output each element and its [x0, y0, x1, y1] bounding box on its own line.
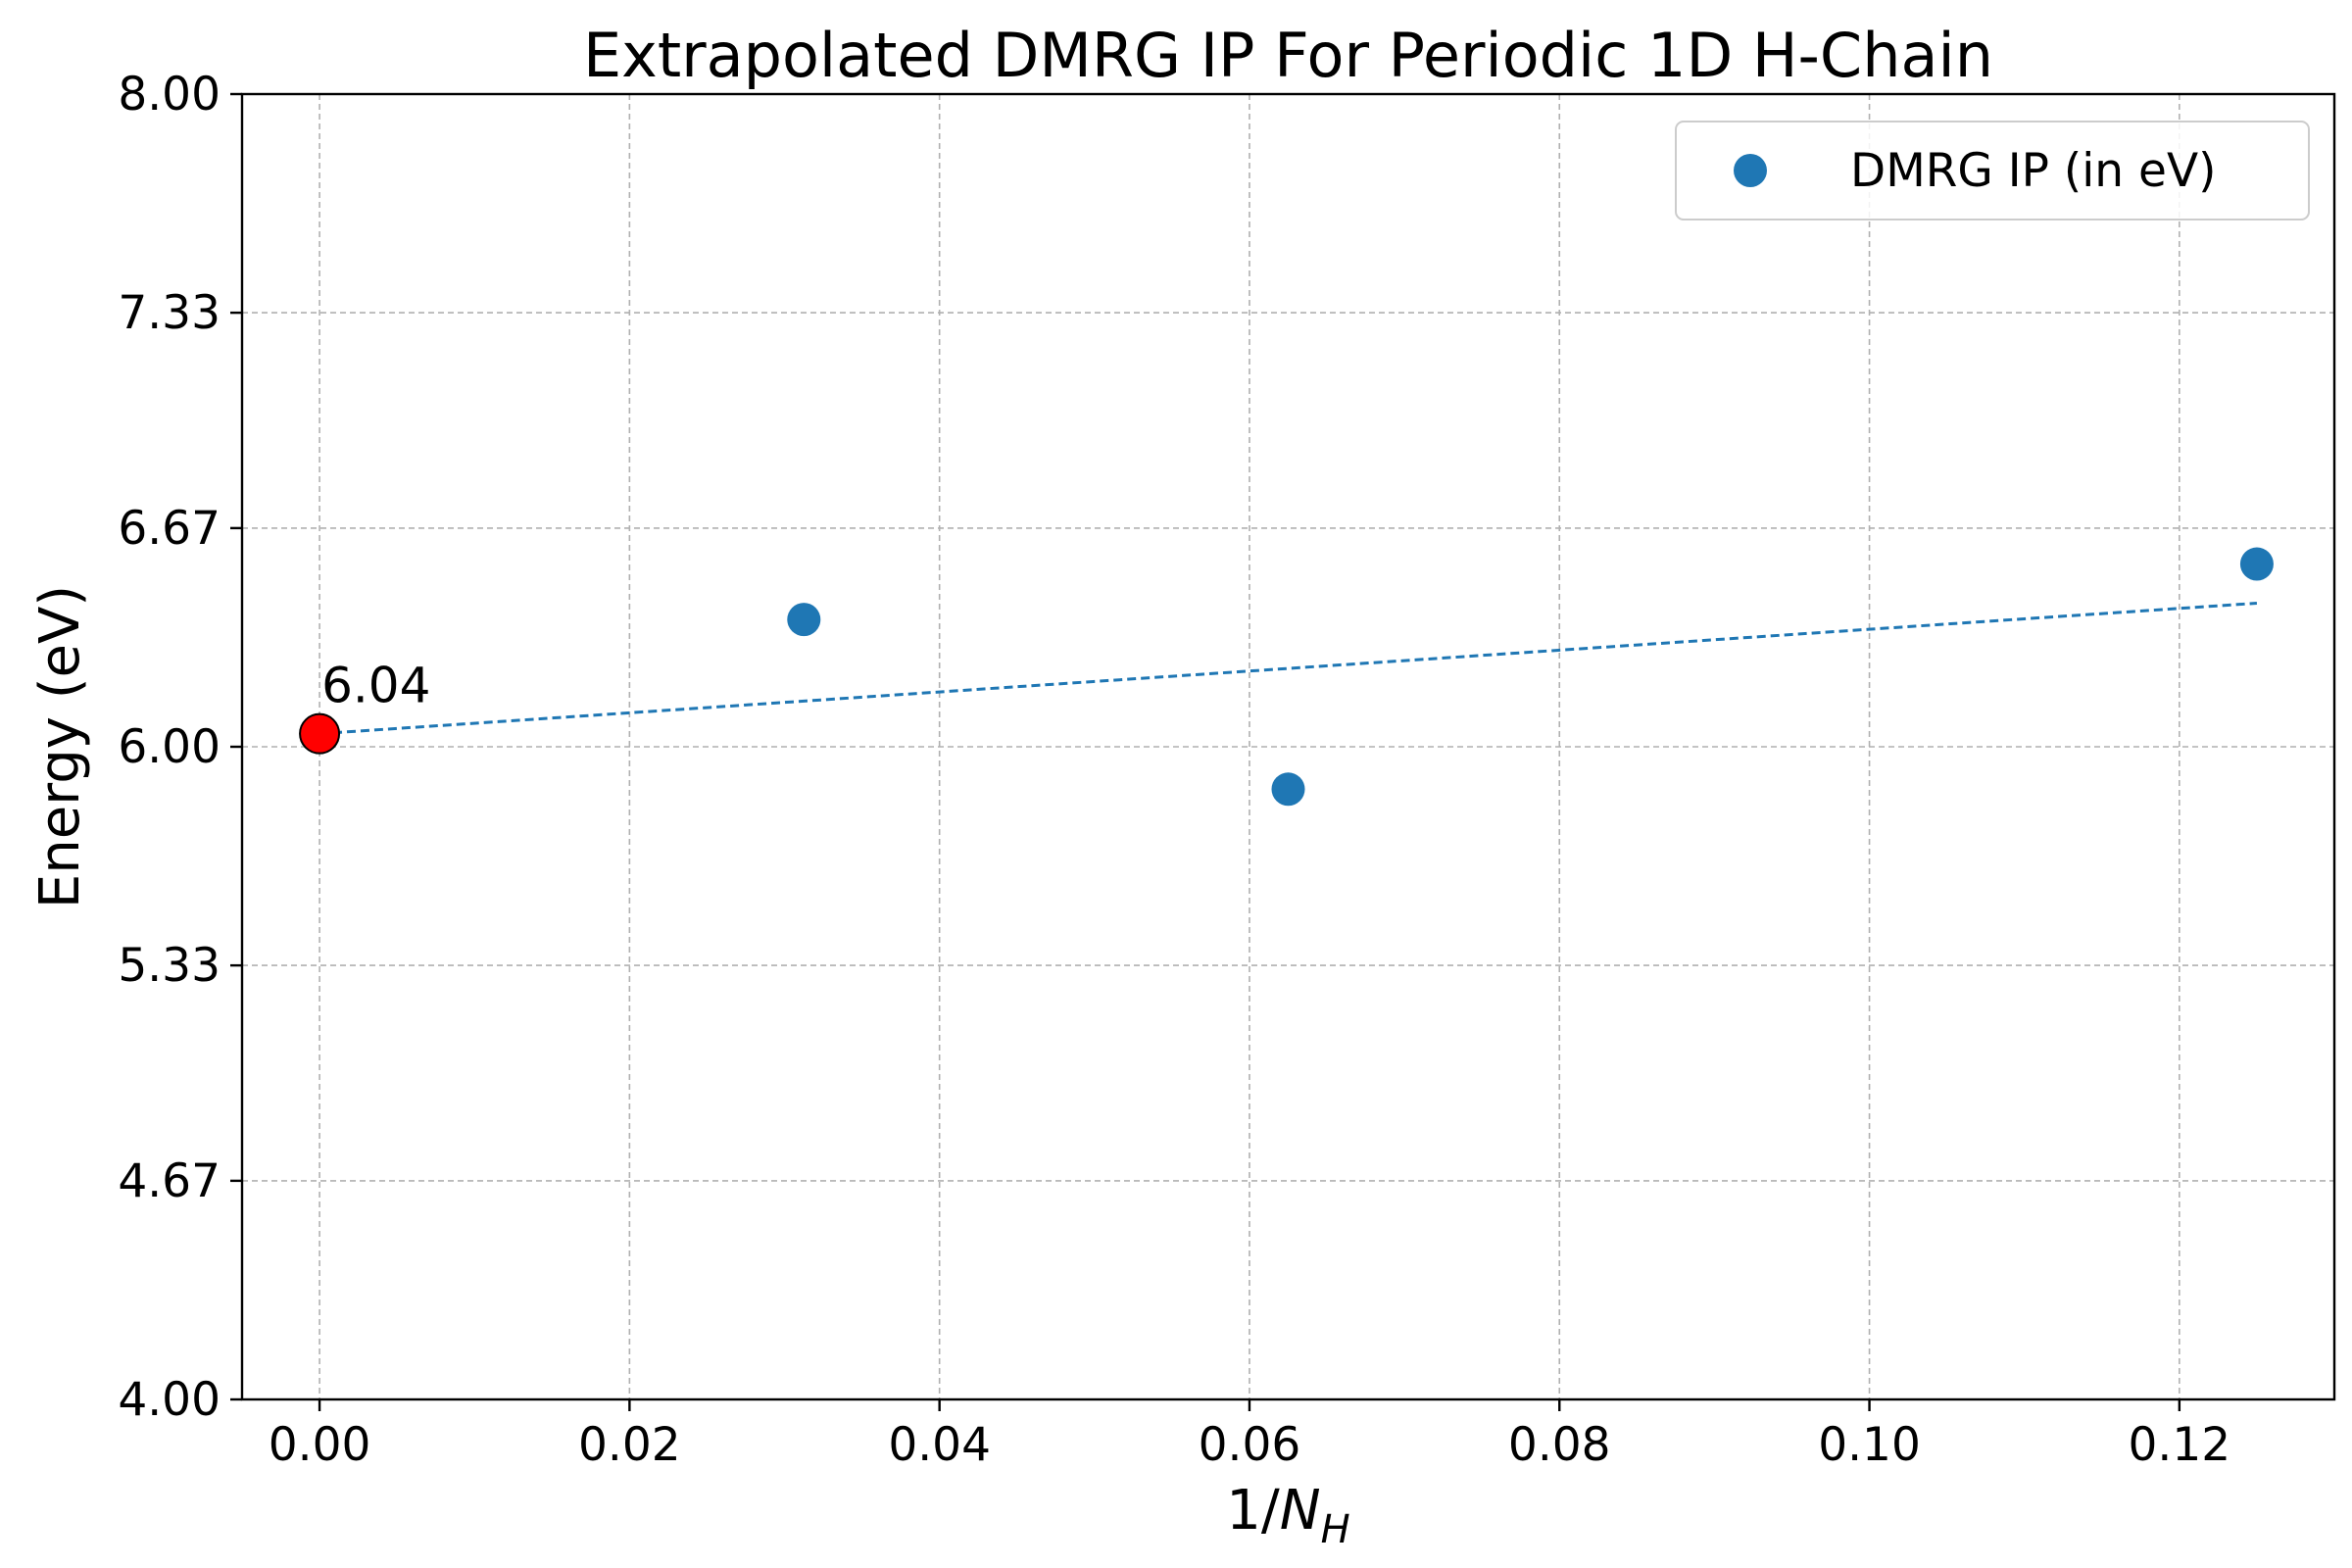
y-tick-label: 6.00	[118, 720, 220, 774]
x-tick-label: 0.08	[1508, 1418, 1611, 1472]
legend: DMRG IP (in eV)	[1675, 121, 2310, 220]
x-tick-label: 0.02	[578, 1418, 681, 1472]
x-axis-label: 1/NH	[1226, 1479, 1349, 1552]
extrapolated-point	[299, 712, 341, 755]
points-layer: 6.04	[299, 547, 2274, 807]
legend-label: DMRG IP (in eV)	[1850, 144, 2216, 198]
y-tick-label: 8.00	[118, 68, 220, 122]
x-tick-label: 0.10	[1818, 1418, 1921, 1472]
extrapolated-value-label: 6.04	[321, 658, 430, 714]
y-tick-label: 5.33	[118, 939, 220, 993]
x-axis-label-italic: N	[1280, 1479, 1321, 1543]
x-tick-label: 0.00	[269, 1418, 371, 1472]
fit-line	[318, 601, 2258, 736]
data-point	[2239, 547, 2274, 581]
data-point	[1271, 772, 1305, 807]
y-axis-label: Energy (eV)	[28, 585, 92, 908]
y-tick-label: 6.67	[118, 502, 220, 556]
ticks-layer: 0.00 0.02 0.04 0.06 0.08 0.10 0.12 4.00 4.67 5.33…	[118, 68, 2230, 1472]
data-point	[787, 603, 821, 637]
grid-layer	[242, 93, 2334, 1400]
x-tick-label: 0.12	[2129, 1418, 2231, 1472]
y-tick-label: 4.00	[118, 1373, 220, 1427]
legend-box	[1675, 121, 2310, 220]
y-tick-label: 7.33	[118, 286, 220, 340]
fit-layer	[318, 601, 2258, 736]
x-tick-label: 0.04	[888, 1418, 991, 1472]
chart-title: Extrapolated DMRG IP For Periodic 1D H-C…	[583, 20, 1993, 91]
x-axis-label-sub: H	[1321, 1507, 1350, 1552]
y-tick-label: 4.67	[118, 1154, 220, 1208]
x-axis-label-main: 1/	[1226, 1479, 1280, 1543]
x-tick-label: 0.06	[1199, 1418, 1301, 1472]
legend-marker	[1734, 154, 1767, 187]
